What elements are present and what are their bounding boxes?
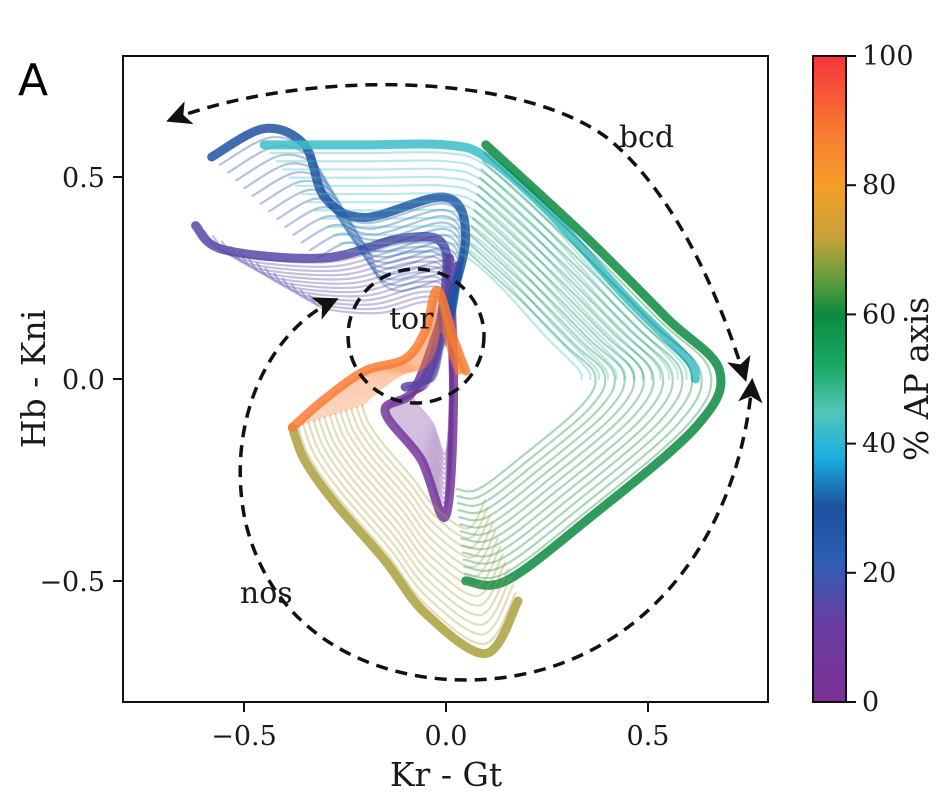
annotation-bcd: bcd [619, 120, 674, 155]
colorbar-label: % AP axis [897, 297, 936, 461]
colorbar-fill [812, 55, 847, 703]
series-line [344, 409, 494, 559]
series-band [455, 140, 726, 590]
trajectory-bands [191, 123, 726, 659]
x-tick-label: −0.5 [211, 721, 277, 752]
plot-area: bcd tor nos [166, 82, 763, 682]
series-line [334, 412, 499, 578]
series-line [328, 414, 502, 588]
series-line [296, 424, 517, 646]
colorbar-tick-label: 40 [862, 429, 896, 460]
series-line [312, 419, 510, 617]
colorbar-tick-label: 20 [862, 558, 896, 589]
series-line [207, 123, 471, 323]
colorbar: 0 20 40 60 80 100 % AP axis [812, 41, 936, 718]
series-line [323, 416, 504, 597]
tor-circle [346, 267, 486, 405]
x-tick-label: 0.5 [627, 721, 670, 752]
bcd-arrow [166, 82, 751, 382]
series-line [360, 404, 487, 530]
colorbar-tick-label: 80 [862, 170, 896, 201]
series-line [339, 411, 497, 569]
colorbar-tick-label: 100 [862, 41, 914, 72]
annotation-tor: tor [389, 301, 434, 336]
y-tick-label: 0.0 [62, 365, 105, 396]
series-line [307, 421, 512, 626]
y-axis-label: Hb - Kni [14, 310, 53, 449]
colorbar-tick-label: 0 [862, 687, 879, 718]
series-line [318, 417, 507, 607]
series-line [458, 209, 645, 529]
series-line [301, 422, 515, 636]
panel-label: A [18, 55, 48, 106]
colorbar-ticks: 0 20 40 60 80 100 [846, 41, 914, 718]
nos-arrow [238, 297, 763, 682]
x-tick-label: 0.0 [425, 721, 468, 752]
series-band [287, 404, 523, 659]
x-axis: −0.5 0.0 0.5 Kr - Gt [211, 702, 669, 794]
series-line [355, 406, 489, 540]
series-line [287, 422, 523, 659]
colorbar-tick-label: 60 [862, 299, 896, 330]
y-axis: 0.5 0.0 −0.5 Hb - Kni [14, 163, 123, 598]
series-line [350, 407, 492, 549]
y-tick-label: −0.5 [39, 567, 105, 598]
annotation-nos: nos [240, 576, 293, 611]
y-tick-label: 0.5 [62, 163, 105, 194]
x-axis-label: Kr - Gt [390, 755, 502, 794]
